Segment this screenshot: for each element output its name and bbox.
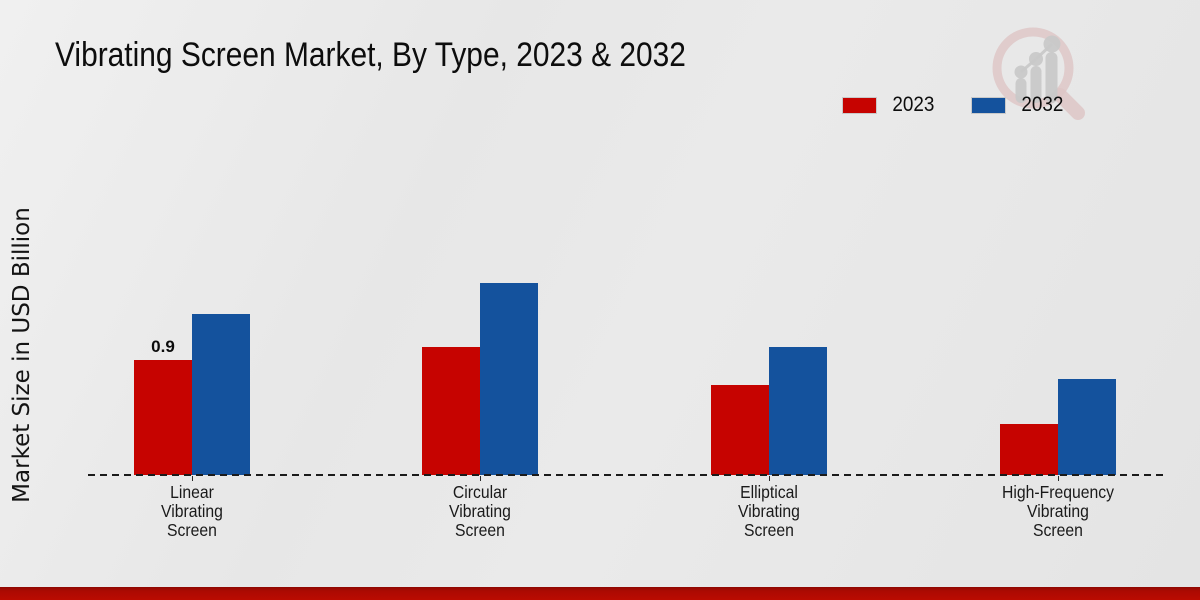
- brand-logo-watermark: [985, 22, 1087, 122]
- x-axis-tick: [769, 476, 770, 481]
- bar-2023-3: [1000, 424, 1058, 475]
- x-axis-tick: [192, 476, 193, 481]
- bar-2023-2: [711, 385, 769, 475]
- footer-accent-bar: [0, 587, 1200, 600]
- x-axis-tick: [480, 476, 481, 481]
- legend-item-2032: 2032: [970, 93, 1066, 117]
- x-axis-category-label: Elliptical Vibrating Screen: [738, 482, 800, 540]
- legend: 2023 2032: [842, 93, 1065, 117]
- bar-2032-1: [480, 283, 538, 475]
- legend-label-2023: 2023: [892, 93, 935, 116]
- x-axis-baseline-dashed: [88, 474, 1164, 476]
- legend-swatch-2023: [842, 96, 877, 114]
- bar-2023-0: [134, 360, 192, 475]
- bar-value-label: 0.9: [151, 337, 175, 356]
- bar-2023-1: [422, 347, 480, 475]
- x-axis-category-label: Circular Vibrating Screen: [449, 482, 511, 540]
- legend-label-2032: 2032: [1021, 93, 1064, 116]
- legend-swatch-2032: [970, 96, 1006, 114]
- x-axis-category-label: Linear Vibrating Screen: [161, 482, 223, 540]
- bar-2032-2: [769, 347, 827, 475]
- bar-2032-0: [192, 314, 250, 475]
- x-axis-tick: [1058, 476, 1059, 481]
- chart-title: Vibrating Screen Market, By Type, 2023 &…: [55, 36, 686, 74]
- legend-item-2023: 2023: [842, 93, 937, 117]
- magnifier-bar-chart-icon: [992, 27, 1085, 120]
- bar-2032-3: [1058, 379, 1116, 475]
- x-axis-category-label: High-Frequency Vibrating Screen: [1001, 482, 1115, 540]
